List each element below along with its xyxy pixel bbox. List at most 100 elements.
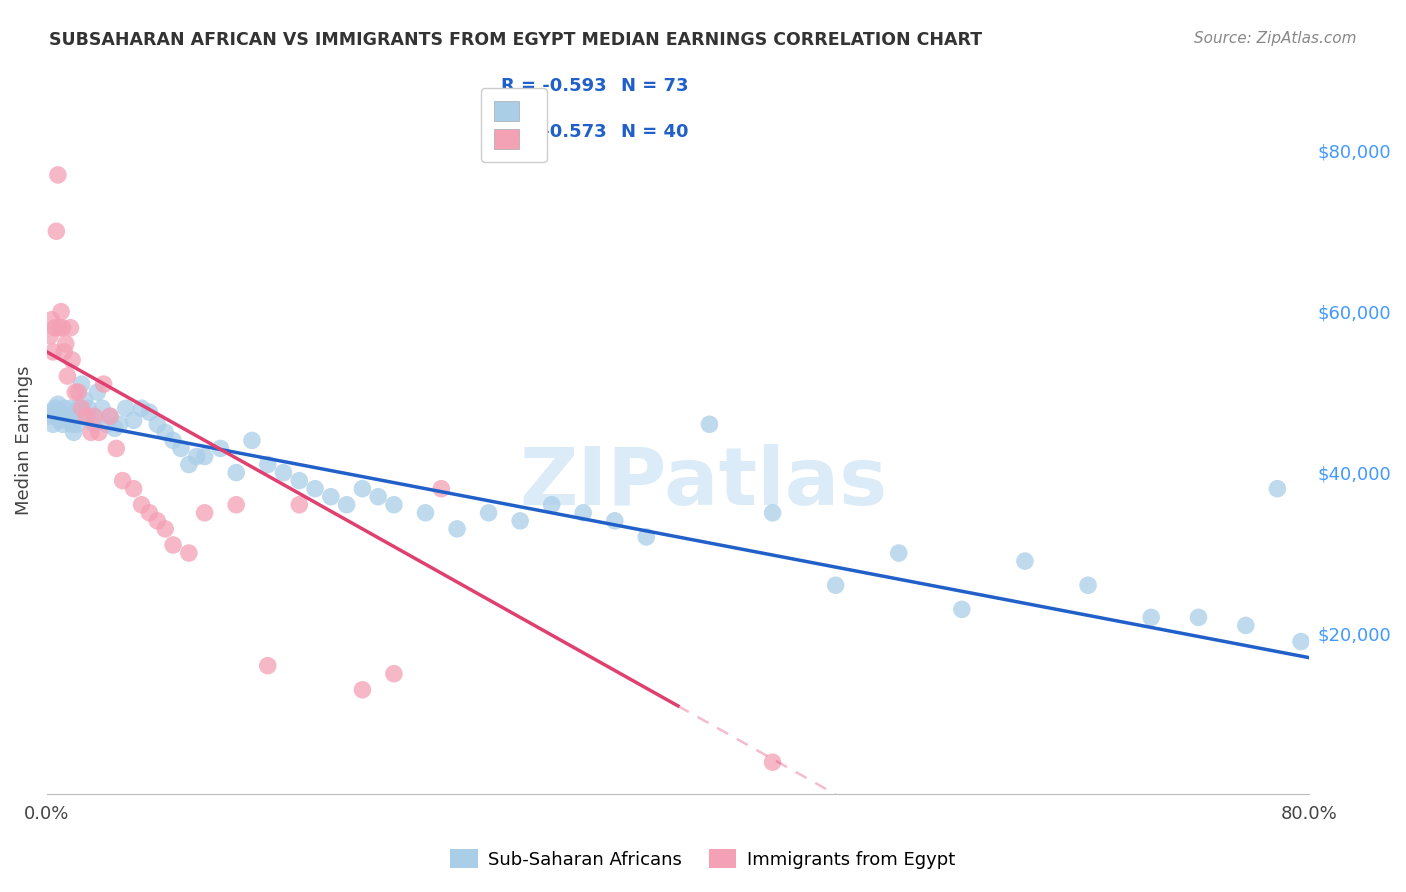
Point [603,514,626,528]
Point [636,530,658,544]
Point [87,425,110,440]
Point [162,434,184,448]
Point [83,409,105,424]
Point [319,490,342,504]
Point [273,466,295,480]
Legend:  ,  : , [481,88,547,161]
Point [256,658,278,673]
Point [65,409,87,424]
Point [138,405,160,419]
Point [478,506,501,520]
Point [59,320,82,334]
Point [105,442,128,456]
Point [39,328,62,343]
Point [70,377,93,392]
Point [91,401,114,416]
Point [177,458,200,472]
Point [572,506,595,520]
Point [111,474,134,488]
Point [80,425,103,440]
Point [86,385,108,400]
Point [153,425,176,440]
Point [170,442,193,456]
Point [336,498,359,512]
Point [45,409,67,424]
Point [146,514,169,528]
Point [73,393,96,408]
Point [108,417,131,432]
Text: R = -0.593: R = -0.593 [501,78,607,95]
Point [194,450,217,464]
Point [66,417,89,432]
Point [98,409,121,424]
Point [44,320,66,334]
Point [131,401,153,416]
Point [138,506,160,520]
Point [104,421,127,435]
Point [67,401,90,416]
Text: R = -0.573: R = -0.573 [501,123,607,142]
Point [42,417,65,432]
Point [45,224,67,238]
Point [153,522,176,536]
Point [39,409,62,424]
Point [1140,610,1163,624]
Point [540,498,562,512]
Point [1187,610,1209,624]
Point [55,409,77,424]
Point [186,450,208,464]
Point [761,755,783,769]
Point [288,498,311,512]
Point [950,602,973,616]
Point [194,506,217,520]
Point [824,578,846,592]
Point [382,498,405,512]
Point [122,413,145,427]
Point [44,401,66,416]
Point [240,434,263,448]
Point [1267,482,1289,496]
Point [256,458,278,472]
Point [46,168,69,182]
Legend: Sub-Saharan Africans, Immigrants from Egypt: Sub-Saharan Africans, Immigrants from Eg… [443,842,963,876]
Point [699,417,721,432]
Point [98,409,121,424]
Point [83,417,105,432]
Text: ZIPatlas: ZIPatlas [519,444,887,522]
Point [96,417,118,432]
Point [352,682,374,697]
Point [177,546,200,560]
Point [446,522,468,536]
Point [77,401,100,416]
Point [352,482,374,496]
Point [75,409,97,424]
Point [288,474,311,488]
Point [209,442,232,456]
Point [67,385,90,400]
Point [93,377,115,392]
Text: N = 40: N = 40 [621,123,689,142]
Point [146,417,169,432]
Point [80,409,103,424]
Point [60,417,83,432]
Point [49,409,72,424]
Point [382,666,405,681]
Point [60,353,83,368]
Point [304,482,326,496]
Point [48,320,70,334]
Point [162,538,184,552]
Point [48,413,70,427]
Point [415,506,437,520]
Point [55,337,77,351]
Point [56,369,79,384]
Point [49,304,72,318]
Point [761,506,783,520]
Point [41,312,63,326]
Point [52,417,75,432]
Point [225,466,247,480]
Point [62,425,84,440]
Text: SUBSAHARAN AFRICAN VS IMMIGRANTS FROM EGYPT MEDIAN EARNINGS CORRELATION CHART: SUBSAHARAN AFRICAN VS IMMIGRANTS FROM EG… [49,31,983,49]
Point [509,514,531,528]
Point [56,413,79,427]
Point [42,345,65,359]
